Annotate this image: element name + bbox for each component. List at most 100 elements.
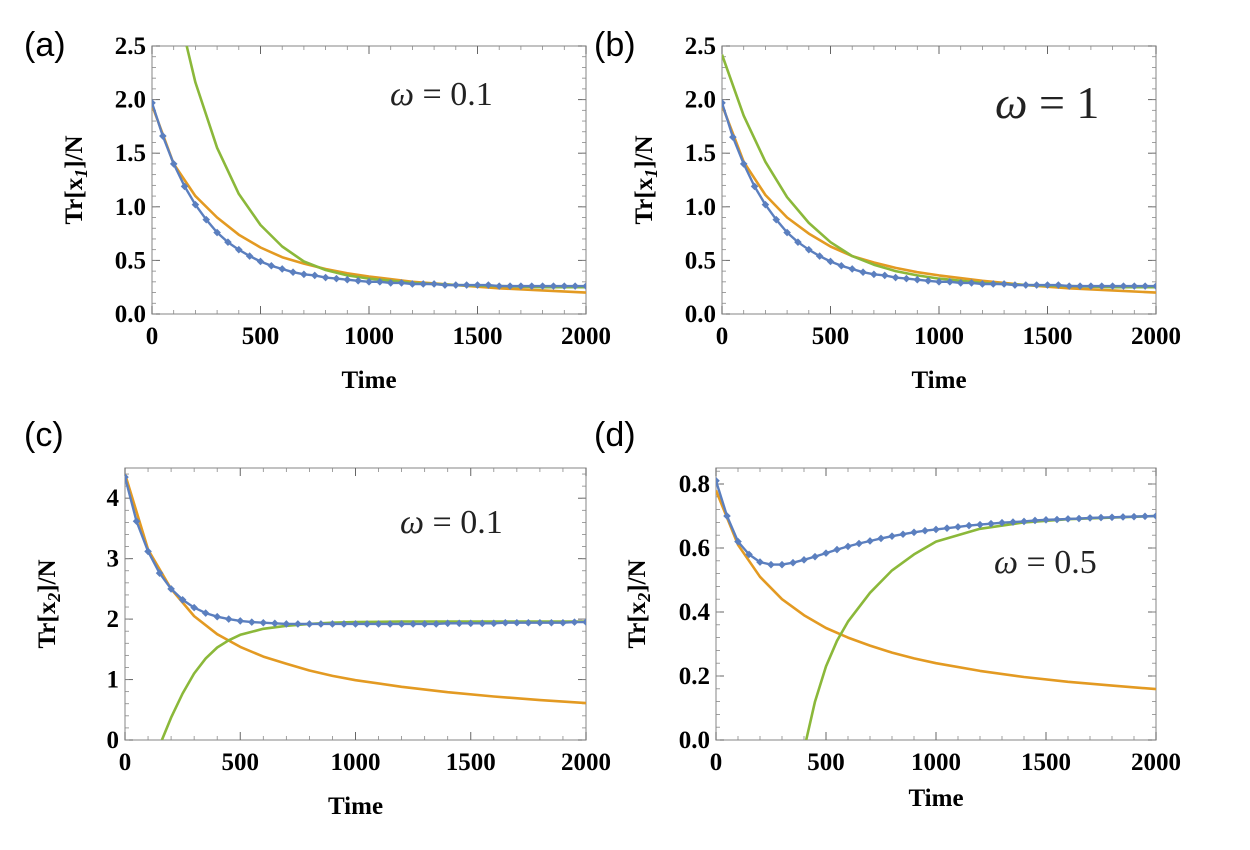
- x-tick-label: 1000: [911, 749, 961, 776]
- data-point: [432, 620, 440, 628]
- y-axis-title-post: ]/N: [34, 559, 61, 592]
- data-point: [1130, 282, 1139, 290]
- data-point: [191, 200, 200, 209]
- data-point: [125, 473, 129, 481]
- y-axis-title-sub: 1: [71, 169, 91, 178]
- data-point: [536, 618, 544, 627]
- data-point: [547, 618, 556, 627]
- data-point: [560, 282, 569, 290]
- data-point: [409, 620, 417, 628]
- y-tick-label: 1.0: [685, 194, 716, 221]
- data-point: [235, 245, 243, 254]
- y-tick-label: 1: [107, 667, 120, 694]
- data-point: [866, 537, 874, 545]
- data-point: [224, 238, 232, 246]
- data-point: [317, 620, 325, 628]
- data-point: [815, 252, 824, 260]
- data-point: [826, 257, 835, 266]
- data-point: [1152, 282, 1156, 290]
- series-line-green-approximation: [160, 620, 586, 740]
- x-tick-label: 2000: [561, 749, 611, 776]
- data-point: [1097, 513, 1105, 522]
- y-axis-title-sub: 1: [641, 169, 661, 178]
- data-point: [513, 618, 521, 627]
- data-point: [783, 228, 791, 237]
- data-point: [332, 274, 341, 283]
- series-layer: [152, 46, 586, 294]
- data-point: [987, 519, 995, 528]
- data-point: [723, 512, 731, 520]
- x-tick-label: 0: [119, 749, 132, 776]
- y-tick-label: 0.5: [115, 247, 146, 274]
- omega-annotation: ω = 0.5: [994, 544, 1097, 581]
- y-axis-title: Tr[x1]/N: [631, 135, 661, 224]
- omega-symbol: ω: [400, 504, 424, 541]
- data-point: [300, 270, 308, 279]
- data-point: [343, 275, 352, 284]
- omega-symbol: ω: [390, 76, 414, 113]
- data-point: [1053, 515, 1061, 524]
- data-point: [1152, 512, 1156, 520]
- data-point: [910, 528, 918, 537]
- data-point: [340, 620, 348, 628]
- data-point: [756, 558, 764, 566]
- data-point: [144, 547, 152, 556]
- data-point: [473, 281, 482, 289]
- data-point: [397, 620, 406, 628]
- data-point: [716, 477, 720, 485]
- data-point: [967, 279, 976, 287]
- data-point: [527, 282, 536, 290]
- data-point: [571, 282, 579, 290]
- plot-frame: [151, 45, 587, 315]
- data-point: [524, 618, 533, 627]
- data-point: [501, 618, 510, 627]
- series-line-numerical: [125, 476, 586, 626]
- data-point: [1054, 281, 1063, 289]
- y-axis-title: Tr[x2]/N: [624, 559, 654, 648]
- data-point: [1086, 514, 1094, 522]
- x-tick-label: 2000: [561, 323, 611, 350]
- y-tick-label: 2: [107, 606, 120, 633]
- y-tick-label: 0.4: [679, 599, 711, 626]
- data-point: [354, 276, 362, 285]
- x-tick-label: 500: [242, 323, 280, 350]
- omega-value: = 0.1: [424, 504, 503, 541]
- data-point: [913, 275, 922, 284]
- y-axis-title: Tr[x2]/N: [34, 559, 64, 648]
- data-point: [921, 526, 929, 535]
- series-line-orange-approximation: [152, 104, 586, 294]
- data-point: [870, 270, 878, 279]
- data-point: [1097, 282, 1106, 290]
- y-tick-label: 0.8: [679, 471, 710, 498]
- data-point: [247, 618, 256, 626]
- data-point: [178, 595, 187, 604]
- data-point: [778, 560, 786, 569]
- data-point: [822, 549, 830, 557]
- y-tick-label: 2.0: [685, 87, 716, 114]
- data-point: [321, 273, 330, 282]
- data-point: [772, 215, 781, 224]
- data-point: [180, 182, 189, 191]
- data-point: [484, 281, 493, 289]
- data-point: [1065, 282, 1073, 290]
- data-point: [462, 281, 471, 289]
- data-point: [978, 280, 987, 288]
- y-axis-title-pre: Tr[x: [34, 601, 61, 648]
- omega-annotation: ω = 0.1: [400, 504, 503, 541]
- data-point: [466, 619, 475, 628]
- data-point: [734, 537, 742, 546]
- data-point: [1130, 512, 1138, 521]
- data-point: [811, 552, 819, 561]
- x-tick-label: 1500: [446, 749, 496, 776]
- data-point: [328, 620, 337, 628]
- data-point: [152, 99, 156, 107]
- data-point: [386, 279, 395, 287]
- data-point: [891, 273, 900, 282]
- data-point: [1042, 516, 1050, 524]
- data-point: [888, 532, 896, 540]
- x-axis-title: Time: [341, 367, 396, 394]
- y-axis-title-sub: 2: [634, 593, 654, 603]
- x-tick-label: 1000: [344, 323, 394, 350]
- data-point: [267, 261, 276, 270]
